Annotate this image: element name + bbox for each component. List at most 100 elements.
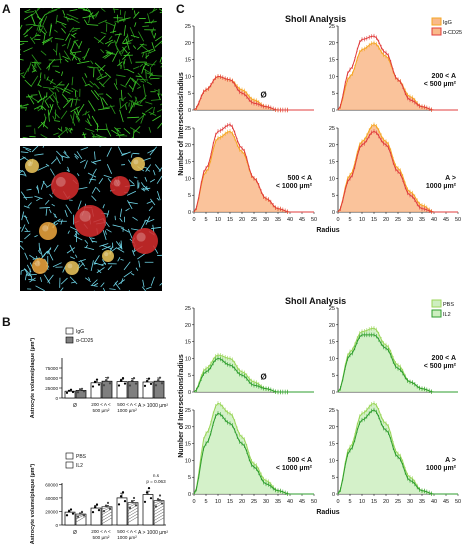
- astrocyte-process-cyan: [94, 151, 96, 160]
- astrocyte-process: [46, 76, 49, 81]
- astrocyte-process: [48, 88, 55, 94]
- x-tick-label: 45: [299, 499, 305, 505]
- astrocyte-process-cyan: [28, 278, 36, 281]
- astrocyte-process-cyan: [135, 267, 139, 271]
- astrocyte-process: [133, 11, 140, 19]
- astrocyte-process-cyan: [132, 216, 138, 221]
- plaque-blob: [102, 250, 114, 262]
- astrocyte-process-cyan: [60, 287, 64, 291]
- astrocyte-process: [96, 73, 103, 80]
- plaque-blob: [39, 222, 57, 240]
- legend-swatch: [65, 452, 74, 460]
- astrocyte-process-cyan: [77, 200, 82, 210]
- x-tick-label: 35: [419, 499, 425, 505]
- astrocyte-process: [101, 77, 111, 87]
- astrocyte-process: [89, 80, 95, 86]
- astrocyte-process: [31, 64, 37, 72]
- y-tick-label: 20000: [45, 509, 58, 514]
- y-tick-label: 10: [329, 74, 335, 80]
- astrocyte-process-cyan: [42, 146, 45, 148]
- astrocyte-process-cyan: [23, 205, 30, 209]
- y-tick-label: 50000: [45, 376, 58, 381]
- x-tick-label: 30: [263, 499, 269, 505]
- astrocyte-process: [25, 29, 29, 34]
- astrocyte-process-cyan: [39, 207, 51, 209]
- astrocyte-process: [150, 60, 157, 67]
- astrocyte-process-cyan: [63, 150, 67, 154]
- astrocyte-process-cyan: [97, 269, 102, 274]
- y-tick-label: 5: [188, 373, 191, 379]
- astrocyte-process: [153, 33, 157, 39]
- astrocyte-process-cyan: [117, 256, 121, 262]
- astrocyte-process: [77, 58, 81, 63]
- x-tick-label: 50: [311, 499, 317, 505]
- legend-swatch: [431, 299, 442, 308]
- astrocyte-process: [133, 10, 136, 16]
- astrocyte-process: [74, 41, 80, 49]
- x-tick-label: 35: [275, 499, 281, 505]
- astrocyte-process: [40, 121, 49, 129]
- data-point: [93, 505, 97, 509]
- astrocyte-process-cyan: [45, 208, 48, 216]
- astrocyte-process: [39, 27, 44, 34]
- astrocyte-process-cyan: [119, 208, 123, 218]
- x-tick-label: 15: [371, 217, 377, 223]
- annotation-p: p = 0.063: [146, 479, 166, 484]
- y-tick-label: 15: [329, 160, 335, 166]
- astrocyte-process-cyan: [107, 265, 113, 271]
- astrocyte-process-cyan: [50, 168, 55, 176]
- astrocyte-process: [133, 126, 141, 134]
- area-fill: [194, 355, 314, 392]
- panel-letter-c: C: [176, 2, 185, 16]
- x-tick-label: 30: [263, 217, 269, 223]
- astrocyte-process-cyan: [24, 227, 29, 232]
- astrocyte-process: [56, 88, 60, 93]
- x-tick-label: 5: [204, 499, 207, 505]
- y-tick-label: 5: [332, 91, 335, 97]
- astrocyte-process: [138, 31, 145, 42]
- bar-hatch: [153, 508, 165, 515]
- astrocyte-process-cyan: [23, 215, 28, 219]
- astrocyte-process: [113, 8, 116, 13]
- y-tick-label: 25: [185, 408, 191, 414]
- astrocyte-process-cyan: [119, 217, 123, 222]
- astrocyte-process: [61, 94, 69, 102]
- astrocyte-process: [60, 110, 68, 120]
- astrocyte-process: [117, 61, 123, 67]
- astrocyte-process: [57, 105, 61, 110]
- plaque-blob: [32, 258, 48, 274]
- astrocyte-process: [63, 50, 71, 61]
- astrocyte-process-cyan: [127, 159, 132, 165]
- astrocyte-process-cyan: [118, 279, 126, 285]
- astrocyte-process-cyan: [118, 247, 122, 249]
- astrocyte-process: [147, 13, 151, 24]
- astrocyte-process-cyan: [158, 167, 162, 172]
- x-tick-label: 15: [227, 499, 233, 505]
- astrocyte-process: [27, 61, 32, 73]
- astrocyte-process: [54, 37, 64, 40]
- data-point: [97, 383, 101, 386]
- astrocyte-process: [71, 53, 76, 61]
- category-label: 200 < A <: [91, 529, 111, 534]
- x-tick-label: 20: [239, 499, 245, 505]
- astrocyte-process: [113, 83, 118, 90]
- data-point: [67, 510, 71, 513]
- x-tick-label: 5: [348, 499, 351, 505]
- astrocyte-process-cyan: [127, 200, 133, 210]
- y-tick-label: 20: [329, 143, 335, 149]
- x-tick-label: 20: [383, 217, 389, 223]
- astrocyte-process: [25, 106, 28, 111]
- plaque-blob: [25, 159, 39, 173]
- astrocyte-process: [41, 95, 46, 107]
- category-label: Ø: [73, 530, 77, 536]
- data-point: [108, 507, 112, 511]
- y-tick-label: 20: [329, 425, 335, 431]
- astrocyte-process-cyan: [132, 152, 140, 155]
- astrocyte-process-cyan: [141, 286, 147, 291]
- data-point: [128, 384, 132, 387]
- plaque-astrocyte-render: [20, 146, 162, 291]
- subplot-label: 1000 µm²: [426, 183, 457, 190]
- astrocyte-process-cyan: [24, 252, 29, 260]
- bar-hatch: [153, 500, 165, 503]
- astrocyte-process: [119, 134, 125, 136]
